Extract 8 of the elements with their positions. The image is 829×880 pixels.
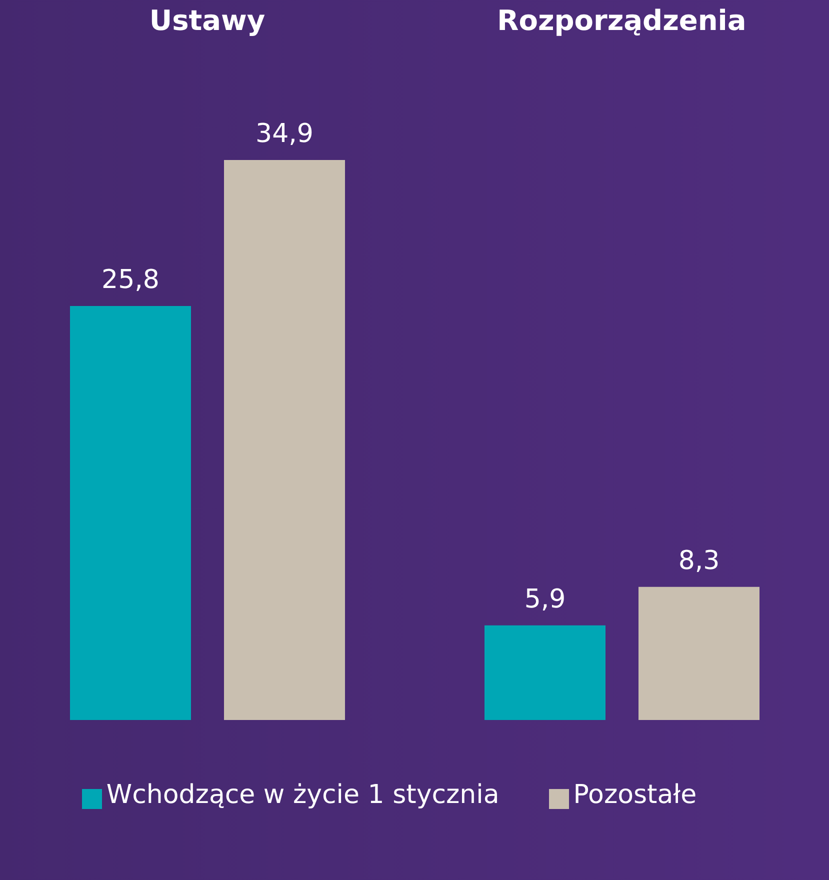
x-tick-label: Ustawy bbox=[149, 4, 266, 37]
x-tick-label: Rozporządzenia bbox=[497, 4, 746, 37]
legend-label: Wchodzące w życie 1 stycznia bbox=[106, 780, 500, 810]
legend-label: Pozostałe bbox=[573, 780, 697, 810]
data-label: 5,9 bbox=[524, 584, 566, 614]
data-label: 25,8 bbox=[102, 265, 160, 296]
data-label: 34,9 bbox=[256, 119, 314, 149]
data-label: 8,3 bbox=[678, 546, 720, 576]
